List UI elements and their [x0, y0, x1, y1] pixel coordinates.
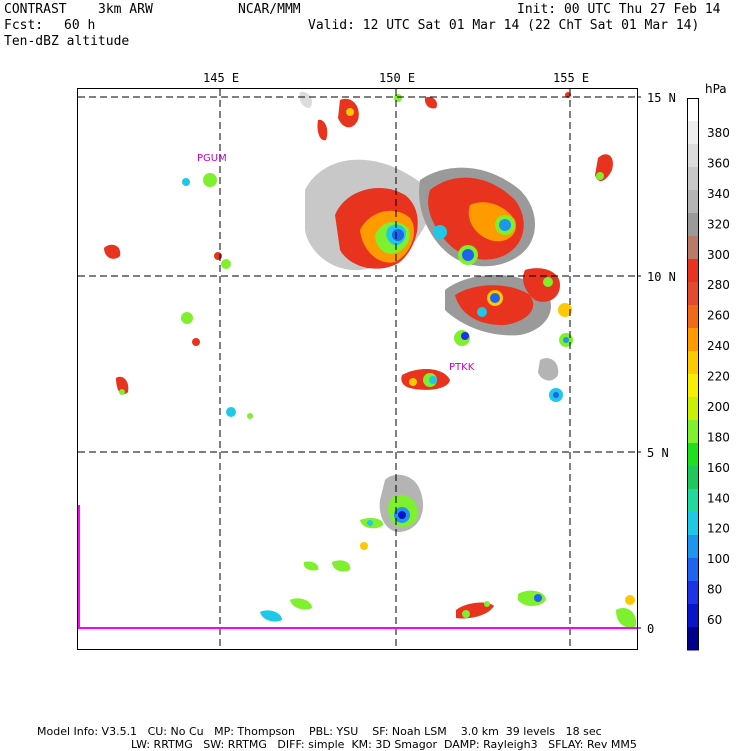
reflectivity-field [104, 91, 637, 628]
colorbar-label: 220 [707, 370, 730, 384]
footer-line-1: Model Info: V3.5.1 CU: No Cu MP: Thompso… [30, 712, 602, 738]
colorbar-swatch [687, 121, 699, 145]
lat-label-0: 0 [647, 622, 654, 636]
lon-label-145: 145 E [203, 71, 239, 85]
colorbar-swatch [687, 535, 699, 559]
model-resolution: 3km ARW [98, 2, 153, 17]
colorbar-labels: 380 360 340 320 300 280 260 240 220 200 180 160 140 1… [707, 126, 730, 627]
lon-label-150: 150 E [379, 71, 415, 85]
storm-cluster-north [305, 159, 573, 402]
forecast-label: Fcst: [4, 18, 44, 33]
colorbar-label: 260 [707, 309, 730, 323]
organization: NCAR/MMM [238, 2, 301, 17]
footer-line-2: LW: RRTMG SW: RRTMG DIFF: simple KM: 3D … [124, 725, 637, 751]
colorbar-label: 180 [707, 430, 730, 444]
colorbar-swatch [687, 627, 699, 651]
colorbar-label: 360 [707, 156, 730, 170]
footer-dx: 3.0 km [460, 725, 499, 738]
lat-lon-grid [78, 89, 637, 649]
station-ptkk: PTKK [449, 362, 475, 373]
footer-levels: 39 levels [505, 725, 556, 738]
colorbar-label: 100 [707, 552, 730, 566]
footer-pbl: PBL: YSU [309, 725, 359, 738]
lat-labels: 15 N 10 N 5 N 0 [647, 91, 676, 636]
colorbar-swatch [687, 282, 699, 306]
colorbar-swatch [687, 489, 699, 513]
colorbar-swatch [687, 420, 699, 444]
colorbar-unit: hPa [705, 82, 727, 96]
colorbar-swatch [687, 604, 699, 628]
colorbar-swatch [687, 167, 699, 191]
colorbar-swatch [687, 144, 699, 168]
init-time: Init: 00 UTC Thu 27 Feb 14 [517, 2, 721, 17]
map-frame [77, 88, 638, 650]
footer-dt: 18 sec [565, 725, 602, 738]
station-pgum: PGUM [197, 153, 227, 164]
footer-mp: MP: Thompson [214, 725, 295, 738]
model-name: CONTRAST [4, 2, 67, 17]
valid-time: Valid: 12 UTC Sat 01 Mar 14 (22 ChT Sat … [308, 18, 700, 33]
lat-label-10n: 10 N [647, 270, 676, 284]
colorbar-label: 200 [707, 400, 730, 414]
colorbar-label: 280 [707, 278, 730, 292]
colorbar-label: 160 [707, 461, 730, 475]
colorbar-swatch [687, 236, 699, 260]
colorbar-label: 300 [707, 248, 730, 262]
footer-cu: CU: No Cu [147, 725, 204, 738]
colorbar-label: 120 [707, 522, 730, 536]
lon-labels: 145 E 150 E 155 E [203, 71, 589, 85]
colorbar-label: 80 [707, 583, 722, 597]
colorbar-swatch [687, 190, 699, 214]
colorbar-swatch [687, 397, 699, 421]
lat-label-15n: 15 N [647, 91, 676, 105]
colorbar-label: 340 [707, 187, 730, 201]
equator-line [78, 505, 637, 629]
field-name: Ten-dBZ altitude [4, 34, 130, 49]
colorbar-label: 60 [707, 613, 722, 627]
lat-ticks [637, 96, 641, 629]
colorbar-swatch [687, 328, 699, 352]
colorbar-swatch [687, 443, 699, 467]
colorbar-frame [687, 98, 699, 650]
colorbar-swatch [687, 259, 699, 283]
colorbar-swatch [687, 512, 699, 536]
storm-cluster-south [260, 474, 637, 628]
lon-label-155: 155 E [553, 71, 589, 85]
colorbar-label: 320 [707, 217, 730, 231]
footer-model-info: Model Info: V3.5.1 [37, 725, 138, 738]
lat-label-5n: 5 N [647, 446, 669, 460]
forecast-hour: 60 h [64, 18, 96, 33]
footer-sf: SF: Noah LSM [372, 725, 447, 738]
colorbar-swatch [687, 374, 699, 398]
stations: PGUM PTKK [197, 153, 475, 373]
colorbar-label: 240 [707, 339, 730, 353]
colorbar [687, 98, 699, 651]
colorbar-swatch [687, 581, 699, 605]
colorbar-swatch [687, 558, 699, 582]
colorbar-label: 140 [707, 491, 730, 505]
colorbar-swatch [687, 213, 699, 237]
colorbar-swatch [687, 351, 699, 375]
colorbar-swatch [687, 98, 699, 122]
colorbar-swatch [687, 305, 699, 329]
colorbar-swatch [687, 466, 699, 490]
isolated-cells [104, 91, 613, 419]
colorbar-label: 380 [707, 126, 730, 140]
